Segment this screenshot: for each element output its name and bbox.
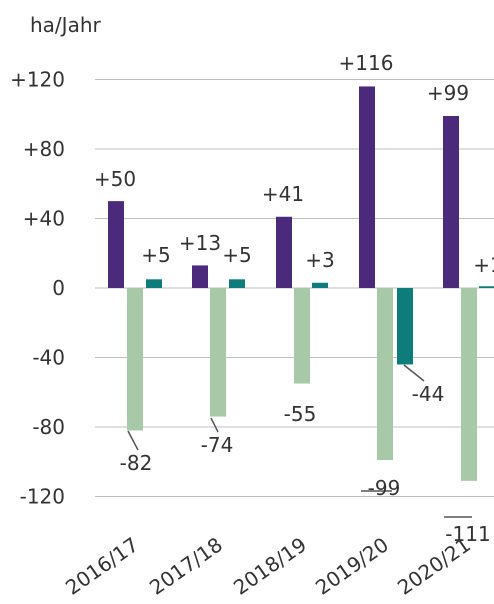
- bar: [443, 115, 459, 288]
- bar: [479, 286, 494, 288]
- y-tick-label: -80: [32, 415, 65, 439]
- data-labels: +50 +13 +41 +116 +99 -82 -74 -55 -99 -111 +5 +5 +3 -4…: [94, 51, 494, 546]
- y-axis-ticks: +120 +80 +40 0 -40 -80 -120: [10, 68, 65, 509]
- bar: [461, 288, 477, 481]
- bar: [377, 288, 393, 461]
- data-label: -111: [445, 522, 490, 546]
- data-label: -82: [120, 451, 153, 475]
- leader-line: [127, 430, 139, 451]
- y-tick-label: -120: [20, 485, 65, 509]
- data-label: +5: [222, 243, 251, 267]
- y-unit-label: ha/Jahr: [30, 13, 102, 37]
- data-label: +41: [262, 182, 304, 206]
- data-label: -44: [412, 382, 445, 406]
- y-tick-label: 0: [52, 276, 65, 300]
- bar: [127, 288, 143, 431]
- leader-line: [403, 364, 425, 382]
- leader-line: [210, 417, 219, 433]
- data-label: +50: [94, 167, 136, 191]
- x-tick-label: 2020/21: [393, 532, 475, 599]
- bar: [192, 265, 208, 288]
- bar: [359, 86, 375, 288]
- x-tick-label: 2016/17: [61, 532, 143, 599]
- data-label: -74: [201, 433, 234, 457]
- bar: [276, 216, 292, 288]
- bar: [229, 279, 245, 288]
- data-label: -55: [284, 402, 317, 426]
- y-tick-label: +40: [23, 207, 65, 231]
- bar: [108, 201, 124, 288]
- data-label: +13: [179, 231, 221, 255]
- y-tick-label: +80: [23, 137, 65, 161]
- bar: [146, 279, 162, 288]
- x-tick-label: 2019/20: [311, 532, 393, 599]
- bar: [294, 288, 310, 384]
- x-axis-ticks: 2016/17 2017/18 2018/19 2019/20 2020/21: [61, 532, 475, 599]
- x-tick-label: 2018/19: [229, 532, 311, 599]
- data-label: +116: [339, 51, 394, 75]
- data-label: +1: [473, 253, 494, 277]
- bar: [210, 288, 226, 417]
- bar: [312, 282, 328, 288]
- data-label: -99: [368, 476, 401, 500]
- label-leader-lines: [127, 364, 472, 518]
- data-label: +5: [141, 243, 170, 267]
- y-tick-label: -40: [32, 346, 65, 370]
- bars: [108, 86, 494, 481]
- data-label: +99: [427, 81, 469, 105]
- x-tick-label: 2017/18: [145, 532, 227, 599]
- data-label: +3: [305, 248, 334, 272]
- y-tick-label: +120: [10, 68, 65, 92]
- bar: [397, 288, 413, 365]
